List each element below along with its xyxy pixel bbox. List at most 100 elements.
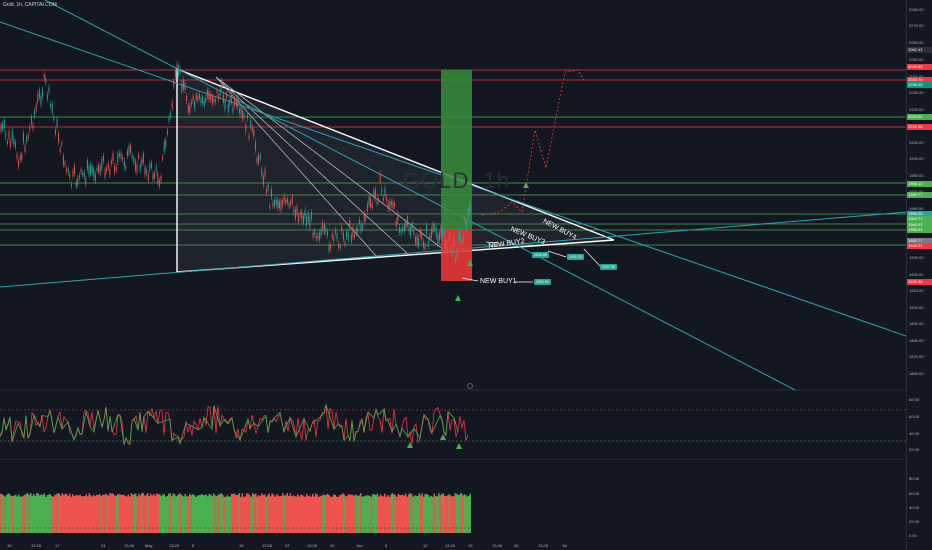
triangle-pattern[interactable]	[176, 67, 615, 273]
histogram-bar	[357, 495, 359, 533]
time-tick: 13:28	[307, 543, 318, 548]
histogram-bar	[424, 493, 426, 533]
candle-body	[277, 199, 279, 209]
time-tick: 12	[423, 543, 428, 548]
histogram-bar	[237, 495, 239, 533]
histogram-bar	[273, 494, 275, 533]
histogram-bar	[120, 494, 122, 533]
histogram-bar	[70, 496, 72, 533]
candle-body	[330, 244, 332, 250]
candle-body	[266, 188, 268, 194]
candle-body	[256, 158, 258, 163]
candle-body	[226, 93, 228, 98]
candle-body	[462, 236, 464, 241]
histogram-bar	[84, 496, 86, 533]
histogram-bar	[378, 496, 380, 533]
candle-body	[414, 237, 416, 244]
candle-body	[466, 220, 468, 229]
histogram-bar	[141, 493, 143, 533]
candle-body	[290, 201, 292, 205]
candle-body	[298, 215, 300, 222]
histogram-bar	[295, 496, 297, 533]
histogram-bar	[16, 496, 18, 533]
histogram-bar	[165, 496, 167, 533]
candle-body	[74, 165, 76, 174]
target-zone[interactable]	[441, 70, 472, 230]
histogram-bar	[189, 493, 191, 533]
candle-body	[272, 202, 274, 207]
histogram-bar	[81, 496, 83, 533]
histogram-tick: 80.00	[909, 476, 920, 481]
histogram-bar	[312, 493, 314, 533]
histogram-bar	[208, 493, 210, 533]
histogram-bar	[64, 493, 66, 533]
histogram-bar	[142, 493, 144, 533]
candle-body	[0, 124, 2, 132]
histogram-bar	[57, 493, 59, 533]
candle-body	[253, 130, 255, 136]
histogram-bar	[291, 496, 293, 533]
histogram-bar	[223, 496, 225, 533]
candle-body	[453, 237, 455, 246]
candle-body	[170, 112, 172, 117]
candle-body	[168, 117, 170, 122]
candle-body	[131, 154, 133, 159]
time-tick: 13:28	[31, 543, 42, 548]
histogram-bar	[427, 494, 429, 533]
histogram-bar	[175, 496, 177, 533]
price-scale[interactable]: 2080.00 2070.00 2060.00 2050.00 2040.00 2030.…	[906, 0, 932, 550]
candle-body	[430, 228, 432, 238]
histogram-bar	[43, 493, 45, 533]
histogram-bar	[426, 494, 428, 533]
candle-body	[150, 162, 152, 168]
histogram-bar	[253, 494, 255, 533]
candle-body	[211, 96, 213, 104]
watermark: GOLD, 1h	[403, 168, 511, 193]
candle-body	[309, 218, 311, 229]
candle-body	[11, 130, 13, 141]
histogram-bar	[31, 495, 33, 533]
candle-body	[235, 100, 237, 107]
histogram-bar	[387, 494, 389, 533]
candle-body	[163, 141, 165, 152]
candle-body	[184, 82, 186, 90]
histogram-bar	[174, 494, 176, 533]
histogram-bar	[130, 493, 132, 533]
price-label: 2038.06	[907, 82, 932, 88]
histogram-bar	[292, 495, 294, 533]
candle-body	[219, 89, 221, 96]
candle-body	[198, 93, 200, 99]
candle-body	[302, 215, 304, 224]
candle-body	[2, 123, 4, 130]
symbol-header[interactable]: Gold, 1h, CAPITALCOM	[3, 2, 57, 8]
candle-body	[147, 173, 149, 181]
candle-body	[323, 224, 325, 233]
histogram-bar	[375, 494, 377, 533]
histogram-bar	[67, 495, 69, 533]
histogram-bar	[145, 494, 147, 533]
histogram-bar	[259, 496, 261, 533]
candle-body	[133, 158, 135, 163]
histogram-bar	[423, 496, 425, 533]
histogram-bar	[433, 493, 435, 533]
candle-body	[186, 96, 188, 102]
histogram-bar	[348, 494, 350, 533]
candle-body	[213, 99, 215, 103]
candle-body	[443, 230, 445, 233]
histogram-bar	[369, 495, 371, 533]
histogram-bar	[45, 496, 47, 533]
candle-body	[22, 132, 24, 143]
histogram-bar	[393, 493, 395, 533]
histogram-bar	[429, 496, 431, 533]
histogram-bar	[190, 495, 192, 533]
histogram-bar	[343, 494, 345, 533]
histogram-bar	[151, 495, 153, 533]
histogram-bar	[55, 494, 57, 533]
candle-body	[411, 223, 413, 229]
candle-body	[333, 237, 335, 242]
candle-body	[291, 197, 293, 204]
candle-body	[280, 200, 282, 211]
histogram-bar	[445, 496, 447, 533]
histogram-bar	[49, 494, 51, 533]
